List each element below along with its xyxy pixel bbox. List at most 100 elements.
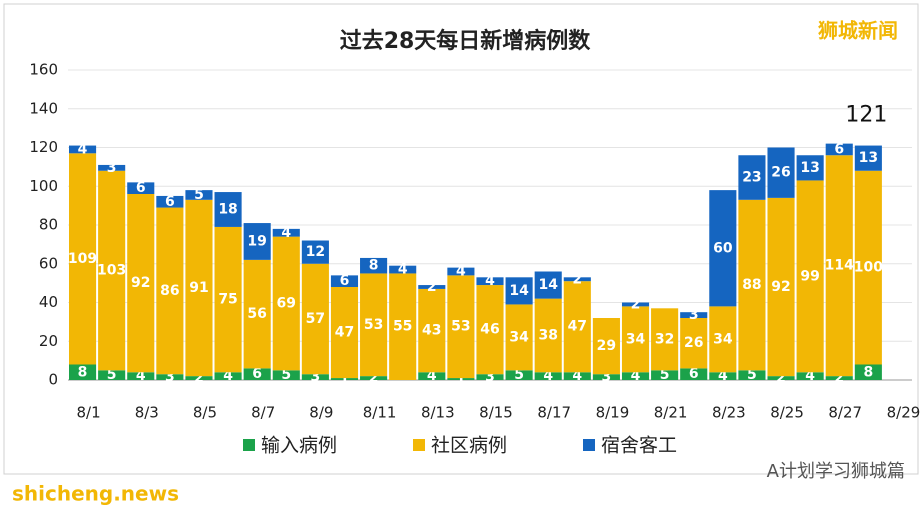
data-label: 13 [800,160,819,176]
x-tick-label: 8/25 [770,404,804,422]
data-label: 32 [655,331,674,347]
bar-segment [621,372,650,380]
bar-segment [563,372,591,380]
data-label: 8 [78,364,88,380]
bar-segment [214,372,242,380]
data-label: 3 [311,369,321,385]
watermark: shicheng.news [12,482,179,506]
x-tick-label: 8/23 [712,404,746,422]
bar-segment [127,182,155,194]
data-label: 4 [631,368,641,384]
data-label: 55 [393,319,412,335]
data-label: 14 [538,277,558,293]
x-tick-label: 8/5 [193,404,217,422]
data-label: 4 [805,368,815,384]
y-tick-label: 140 [29,99,58,117]
bar-segment [243,368,271,380]
bar-segment [505,277,533,305]
legend-swatch [583,439,595,451]
data-label: 86 [160,283,179,299]
x-tick-label: 8/13 [421,404,455,422]
bar-segment [476,374,504,380]
data-label: 92 [131,275,150,291]
y-tick-label: 40 [39,293,58,311]
bar-segment [272,236,300,371]
bar-segment [330,378,359,380]
bar-segment [709,306,737,373]
data-label: 29 [597,338,616,354]
data-label: 4 [485,273,495,289]
bar-segment [563,277,591,282]
bar-segment [563,281,591,373]
data-label: 19 [247,233,266,249]
data-label: 4 [718,368,728,384]
data-label: 13 [859,150,878,166]
data-label: 2 [572,271,582,287]
bar-segment [127,372,155,380]
y-tick-label: 20 [39,332,58,350]
data-label: 4 [456,264,466,280]
bar-segment [214,226,242,373]
bar-segment [680,312,708,318]
data-label: 2 [194,370,204,386]
watermark: A计划学习狮城篇 [767,461,905,482]
data-label: 2 [427,279,437,295]
data-label: 91 [189,280,208,296]
bar-segment [825,155,853,377]
bar-segment [476,277,504,286]
data-label: 5 [514,367,524,383]
data-label: 4 [78,141,88,157]
bar-segment [709,190,737,307]
bar-segment [796,180,824,373]
bar-segment [272,228,300,237]
bar-segment [505,304,533,371]
bar-segment [389,265,417,274]
bar-segment [796,155,824,181]
bar-segment [243,223,271,260]
bar-segment [854,364,882,380]
bar-segment [214,192,242,227]
data-label: 38 [538,327,557,343]
data-label: 5 [747,367,757,383]
bar-segment [447,267,475,276]
data-label: 6 [165,194,175,210]
data-label: 4 [427,368,437,384]
data-label: 103 [97,263,126,279]
bar-segment [330,287,359,379]
bar-segment [738,155,766,200]
data-label: 6 [340,273,350,289]
bar-segment [854,170,882,365]
data-label: 26 [684,335,703,351]
chart-title: 过去28天每日新增病例数 [340,28,592,54]
data-label: 6 [136,180,146,196]
data-label: 12 [306,244,325,260]
bar-segment [185,199,213,377]
data-label: 34 [713,331,733,347]
x-tick-label: 8/19 [596,404,630,422]
legend-swatch [413,439,425,451]
data-label: 114 [825,258,854,274]
bar-segment [767,376,795,380]
data-label: 47 [335,325,354,341]
data-label: 99 [800,268,819,284]
data-label: 2 [834,370,844,386]
data-label: 69 [277,295,296,311]
bar-segment [651,308,679,371]
bar-segment [156,195,184,208]
data-label: 4 [223,368,233,384]
bar-segment [651,370,679,380]
data-label: 5 [660,367,670,383]
bar-segment [127,194,155,373]
bar-segment [360,273,388,377]
bar-segment [418,372,446,380]
y-tick-label: 60 [39,254,58,272]
data-label: 46 [480,322,499,338]
x-tick-label: 8/15 [479,404,513,422]
bar-segment [389,273,417,380]
bar-segment [592,318,620,375]
data-label: 34 [509,329,529,345]
bar-segment [243,259,271,369]
bar-segment [767,147,795,198]
x-tick-label: 8/3 [135,404,159,422]
